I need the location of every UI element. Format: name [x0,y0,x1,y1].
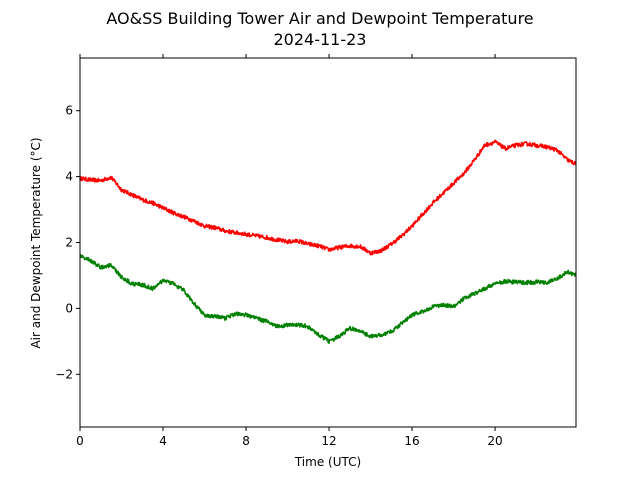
y-axis-ticks: −2 0 2 4 6 [55,104,80,381]
x-tick-label: 8 [242,434,250,448]
x-tick-label: 16 [404,434,419,448]
y-tick-label: −2 [55,367,73,381]
x-axis-label: Time (UTC) [294,455,361,469]
x-tick-label: 12 [321,434,336,448]
x-axis-ticks: 0 4 8 12 16 20 [76,54,503,448]
plot-area [80,58,576,427]
y-tick-label: 2 [65,236,73,250]
y-tick-label: 0 [65,301,73,315]
series-line-1 [79,254,577,344]
y-tick-label: 4 [65,170,73,184]
plot-frame [79,57,577,428]
y-axis-label: Air and Dewpoint Temperature (°C) [29,137,43,348]
series-layer [79,139,577,344]
chart-subtitle: 2024-11-23 [274,30,367,49]
x-tick-label: 20 [487,434,502,448]
y-tick-label: 6 [65,104,73,118]
chart-title: AO&SS Building Tower Air and Dewpoint Te… [106,9,533,28]
series-line-0 [79,139,577,256]
x-tick-label: 4 [159,434,167,448]
x-tick-label: 0 [76,434,84,448]
